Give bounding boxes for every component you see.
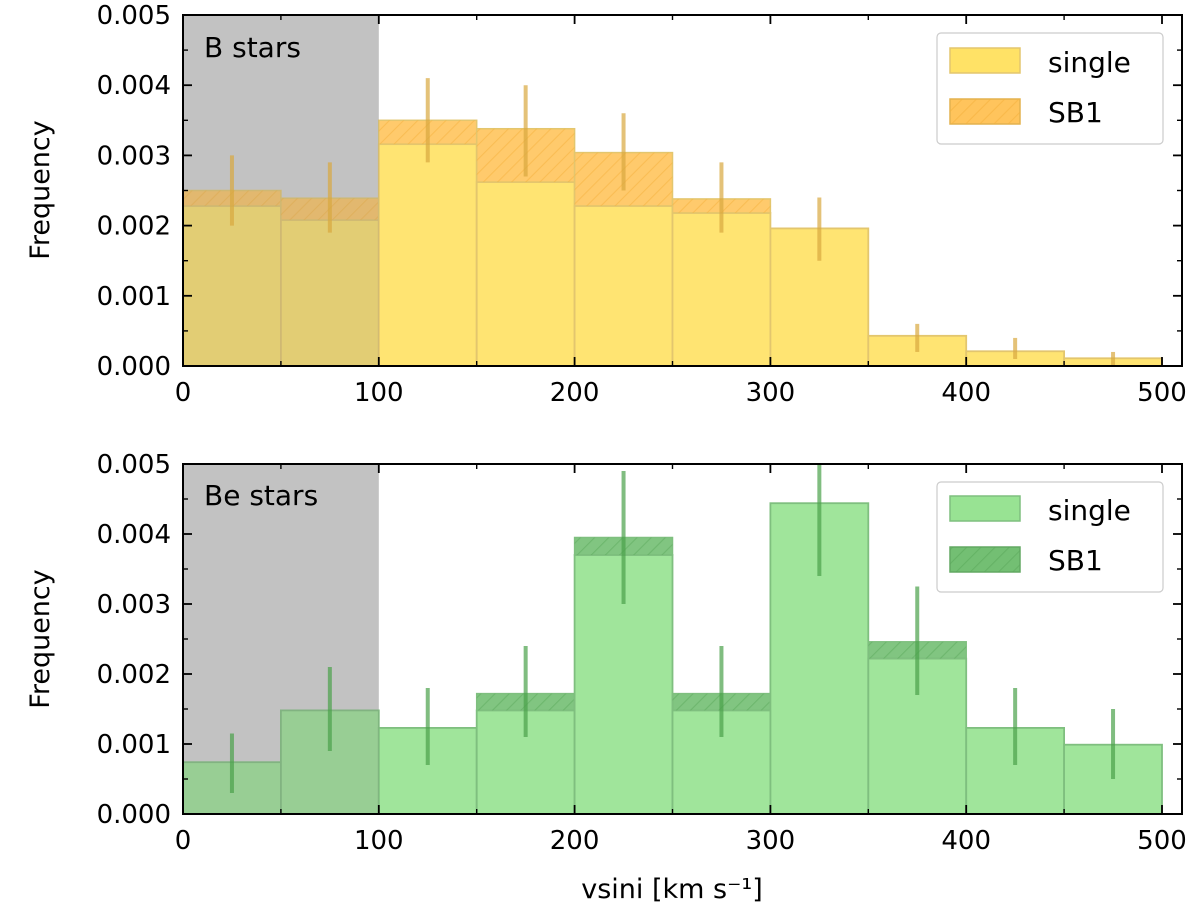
legend-label-single-b-stars: single [1048,46,1131,79]
y-tick-label: 0.003 [97,590,171,620]
x-tick-label: 300 [746,378,796,408]
axes-frame-be-stars [182,463,1183,815]
panel-label-b-stars: B stars [204,31,301,64]
y-tick-label: 0.001 [97,282,171,312]
x-tick-label: 200 [550,378,600,408]
x-tick-label: 400 [941,826,991,856]
y-tick-label: 0.000 [97,352,171,382]
y-axis-label-be-stars: Frequency [25,569,56,709]
bar-single [377,143,478,366]
bar-single [183,205,282,366]
axes-frame-b-stars [182,14,1183,367]
panel-label-be-stars: Be stars [204,479,318,512]
y-tick-label: 0.001 [97,730,171,760]
y-tick-label: 0.005 [97,1,171,31]
x-tick-label: 0 [175,826,192,856]
x-tick-label: 100 [354,378,404,408]
x-tick-label: 0 [175,378,192,408]
legend-swatch-sb1-hatch-be-stars [950,547,1020,572]
legend-label-sb1-b-stars: SB1 [1048,96,1103,129]
bar-single [671,212,772,366]
x-tick-label: 400 [941,378,991,408]
shaded-region-overlay [183,15,379,366]
bar-single [475,181,576,366]
x-tick-label: 200 [550,826,600,856]
y-tick-label: 0.003 [97,141,171,171]
panel-b-stars: 0 100 200 300 400 500 0.000 0.001 0.002 0.003 0.00… [25,1,1187,408]
ticks-b-stars: 0 100 200 300 400 500 0.000 0.001 0.002 0.003 0.00… [97,1,1187,408]
legend-label-single-be-stars: single [1048,494,1131,527]
legend-swatch-sb1-hatch-b-stars [950,99,1020,124]
x-tick-label: 300 [746,826,796,856]
y-axis-label-b-stars: Frequency [25,120,56,260]
plot-area-be-stars [183,464,1163,814]
y-tick-label: 0.002 [97,212,171,242]
shaded-region-overlay [183,464,379,814]
y-tick-label: 0.004 [97,520,171,550]
y-tick-label: 0.002 [97,660,171,690]
ticks-be-stars: 0 100 200 300 400 500 0.000 0.001 0.002 0.003 0.00… [97,450,1187,856]
bar-single [279,219,380,366]
x-tick-label: 100 [354,826,404,856]
legend-swatch-single-b-stars [949,47,1021,74]
bar-single [573,205,674,366]
panel-be-stars: 0 100 200 300 400 500 0.000 0.001 0.002 0.003 0.00… [25,450,1187,905]
x-tick-label: 500 [1137,378,1187,408]
legend-swatch-single-be-stars [949,495,1021,522]
x-tick-label: 500 [1137,826,1187,856]
plot-area-b-stars [183,15,1163,366]
legend-label-sb1-be-stars: SB1 [1048,544,1103,577]
y-tick-label: 0.004 [97,71,171,101]
y-tick-label: 0.000 [97,800,171,830]
legend-be-stars: single SB1 [936,481,1164,593]
legend-b-stars: single SB1 [936,32,1164,145]
y-tick-label: 0.005 [97,450,171,480]
x-axis-label: vsini [km s⁻¹] [581,874,762,905]
